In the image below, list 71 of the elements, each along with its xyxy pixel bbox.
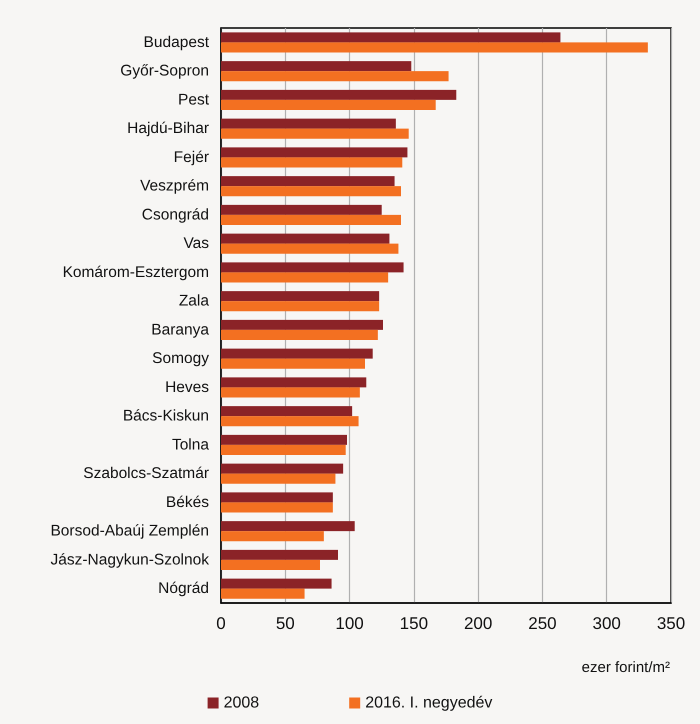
bar <box>221 186 401 196</box>
x-tick-label: 250 <box>528 614 557 633</box>
x-tick-label: 50 <box>276 614 295 633</box>
bar <box>221 492 333 502</box>
bar <box>221 90 456 100</box>
y-tick-label: Békés <box>166 494 210 511</box>
x-tick-label: 150 <box>400 614 428 633</box>
y-tick-label: Vas <box>183 235 210 252</box>
bar <box>221 550 338 560</box>
bar <box>221 358 365 369</box>
y-tick-label: Bács-Kiskun <box>122 408 209 425</box>
bar <box>221 291 380 302</box>
bar <box>221 320 383 330</box>
x-tick-label: 0 <box>216 614 226 633</box>
y-tick-label: Veszprém <box>140 178 209 195</box>
bar <box>221 244 398 254</box>
bar <box>221 502 333 512</box>
bar <box>221 32 560 42</box>
bar <box>221 214 401 225</box>
y-tick-label: Fejér <box>174 148 209 166</box>
bar <box>221 128 409 139</box>
y-tick-label: Pest <box>178 91 210 108</box>
bar <box>221 560 320 570</box>
legend-label: 2008 <box>224 694 260 712</box>
bar <box>221 377 366 388</box>
bar <box>221 464 344 474</box>
y-tick-label: Győr-Sopron <box>120 62 209 80</box>
bar <box>221 42 648 52</box>
bar <box>221 147 408 158</box>
bar <box>221 71 449 82</box>
legend-label: 2016. I. negyedév <box>365 694 492 712</box>
y-tick-label: Heves <box>165 378 210 396</box>
x-tick-label: 100 <box>335 614 364 633</box>
bar <box>221 301 380 312</box>
bar <box>221 157 402 168</box>
x-axis-title: ezer forint/m² <box>582 659 670 676</box>
y-tick-label: Szabolcs-Szatmár <box>83 465 209 482</box>
y-tick-label: Nógrád <box>158 580 209 598</box>
y-tick-label: Hajdú-Bihar <box>127 120 209 138</box>
bar <box>221 474 336 484</box>
bar <box>221 444 346 455</box>
y-tick-label: Baranya <box>151 321 210 338</box>
y-tick-label: Tolna <box>172 436 210 454</box>
bar <box>221 234 390 244</box>
y-tick-label: Komárom-Esztergom <box>62 264 209 281</box>
x-tick-label: 350 <box>656 614 686 633</box>
bar <box>221 262 404 272</box>
bar <box>221 588 305 599</box>
bar <box>221 406 352 416</box>
bar <box>221 118 396 129</box>
y-tick-label: Csongrád <box>142 206 209 224</box>
bar <box>221 387 360 398</box>
bar <box>221 100 436 110</box>
x-tick-label: 200 <box>464 614 492 633</box>
bar <box>221 578 332 589</box>
bar <box>221 61 412 72</box>
bar <box>221 521 355 532</box>
y-tick-label: Somogy <box>152 350 210 368</box>
bar <box>221 434 347 445</box>
y-tick-label: Budapest <box>144 34 210 51</box>
x-tick-label: 300 <box>592 614 621 633</box>
bar <box>221 176 395 186</box>
bar <box>221 204 382 215</box>
bar <box>221 531 324 542</box>
y-tick-label: Borsod-Abaúj Zemplén <box>50 522 209 540</box>
y-tick-label: Zala <box>178 292 210 310</box>
bar <box>221 416 359 426</box>
y-tick-label: Jász-Nagykun-Szolnok <box>50 551 210 568</box>
bar <box>221 272 388 282</box>
bar <box>221 348 373 359</box>
bar <box>221 330 378 340</box>
